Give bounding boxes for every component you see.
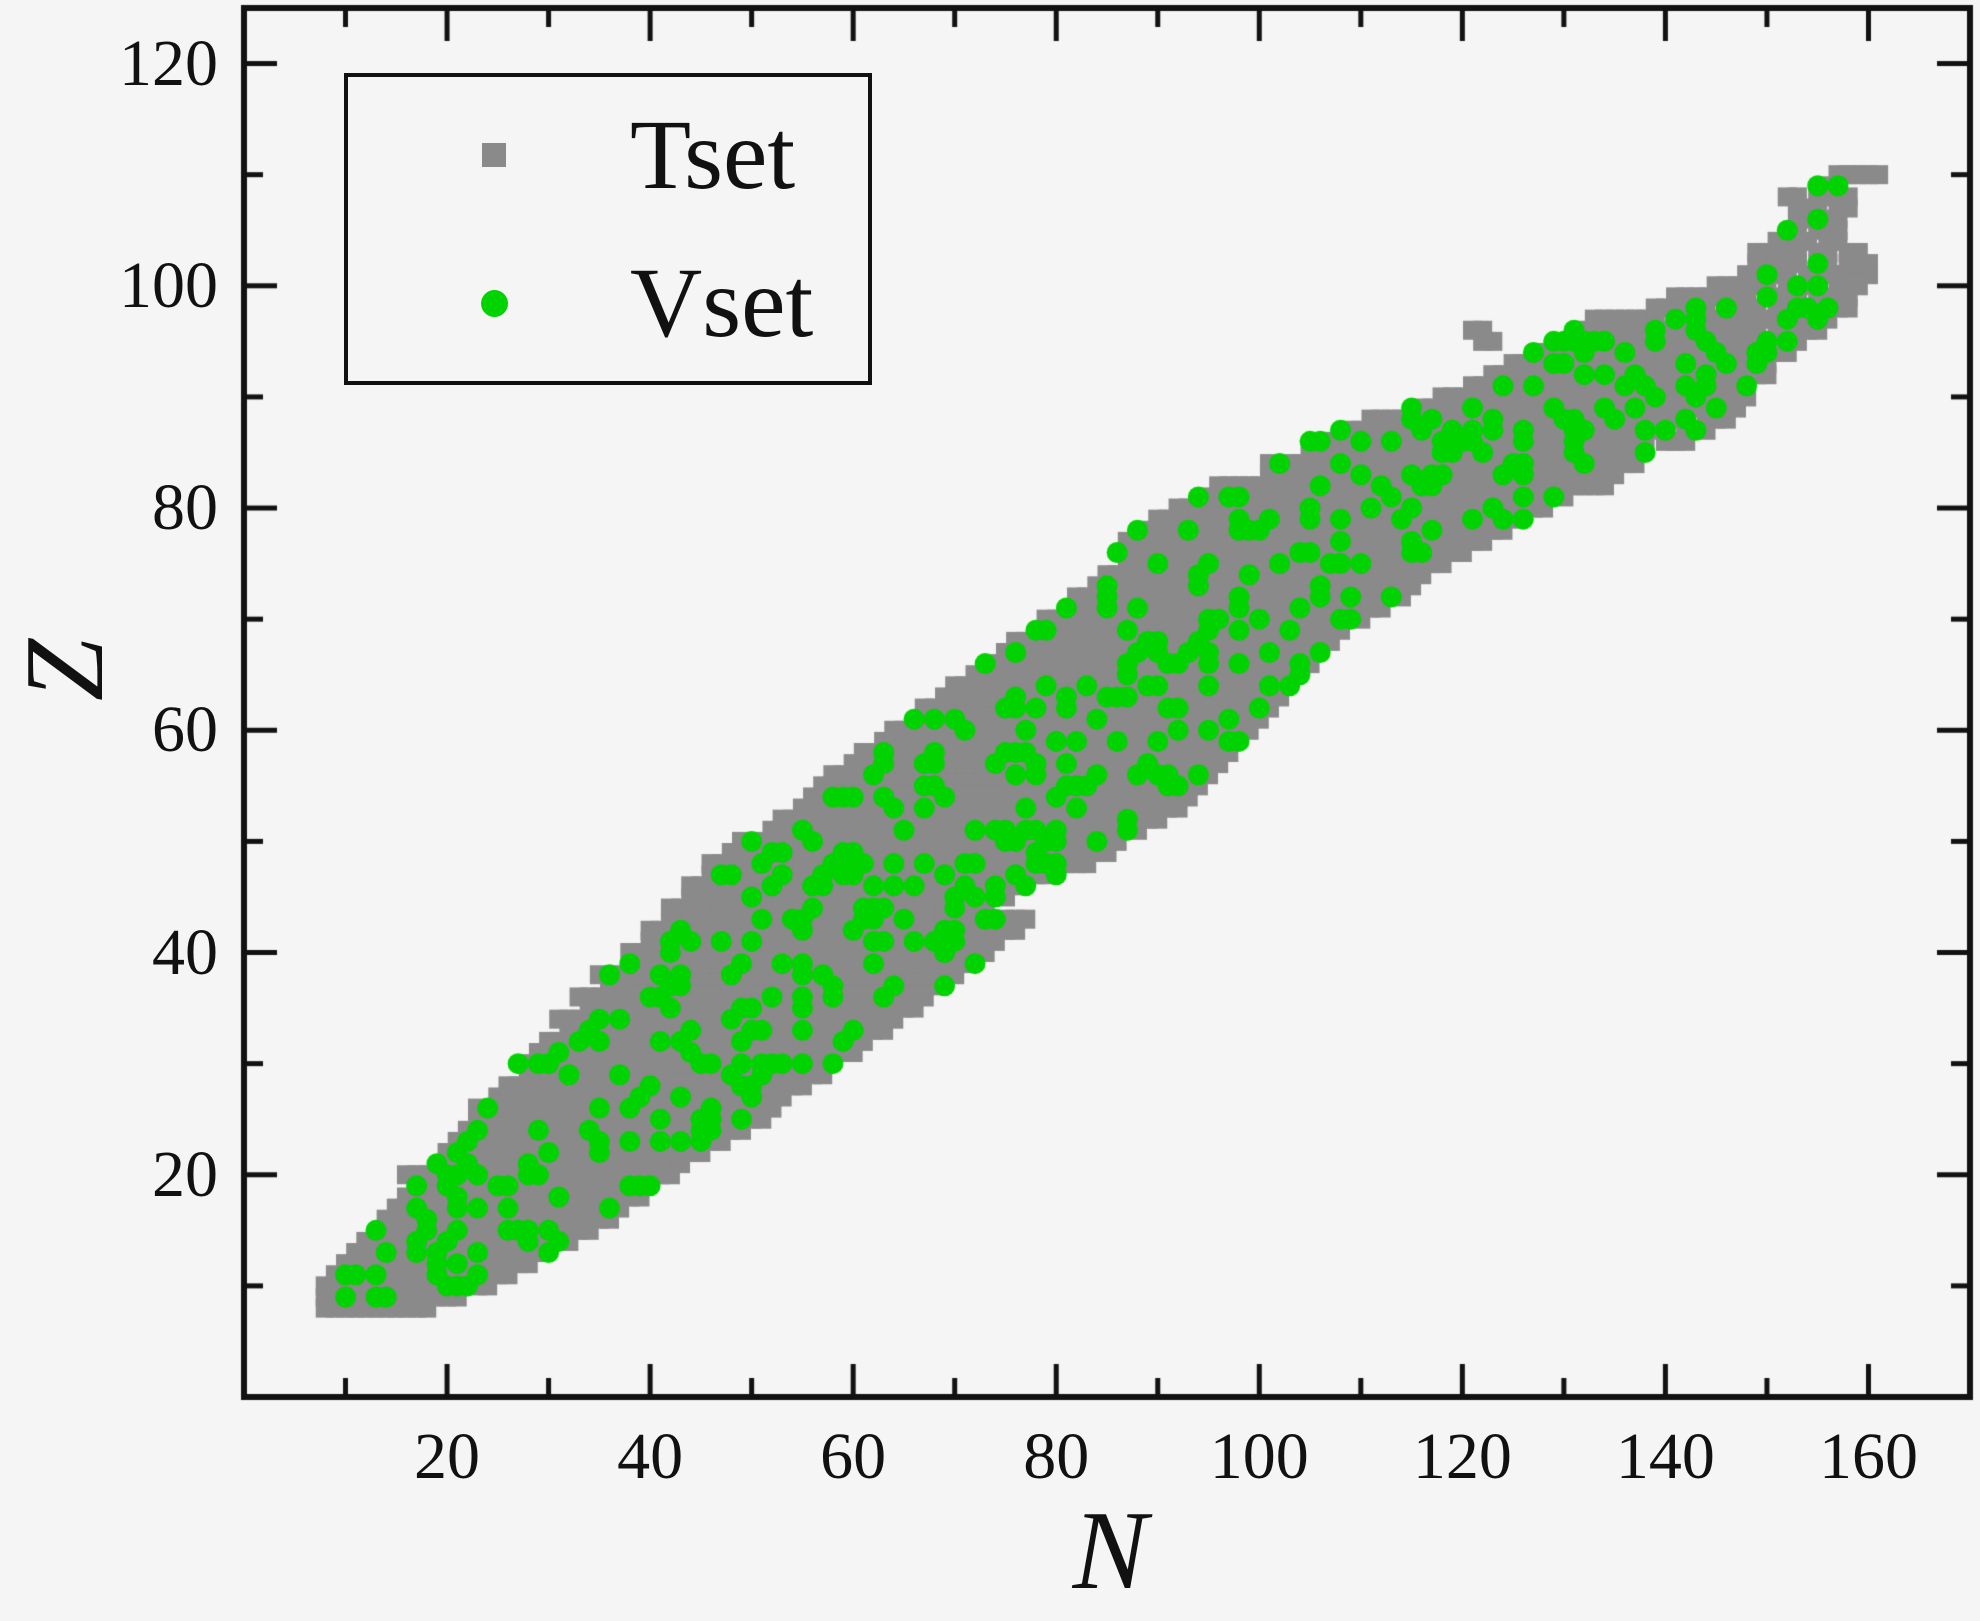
x-tick-label: 120 <box>1412 1420 1512 1493</box>
x-tick-label: 140 <box>1615 1420 1715 1493</box>
legend-label-vset: Vset <box>630 247 814 358</box>
y-tick-label: 20 <box>152 1137 218 1211</box>
x-axis-label: N <box>1072 1489 1148 1613</box>
y-tick-label: 40 <box>152 915 218 989</box>
legend: Tset Vset <box>344 73 872 385</box>
y-tick-label: 100 <box>119 248 218 322</box>
x-tick-label: 60 <box>820 1420 887 1493</box>
y-tick-label: 120 <box>119 26 218 100</box>
y-tick-label: 60 <box>152 693 218 767</box>
x-tick-label: 100 <box>1209 1420 1309 1493</box>
legend-row-vset: Vset <box>348 229 868 377</box>
x-tick-label: 160 <box>1818 1420 1918 1493</box>
tset-square-marker-icon <box>482 143 506 167</box>
x-tick-label: 20 <box>414 1420 481 1493</box>
vset-circle-marker-icon <box>480 289 508 317</box>
legend-label-tset: Tset <box>630 99 796 210</box>
x-tick-label: 80 <box>1023 1420 1090 1493</box>
legend-marker-box <box>468 129 520 181</box>
legend-marker-box <box>468 277 520 329</box>
y-tick-label: 80 <box>152 471 218 545</box>
legend-row-tset: Tset <box>348 81 868 229</box>
x-tick-label: 40 <box>617 1420 684 1493</box>
y-axis-label: Z <box>3 638 127 702</box>
